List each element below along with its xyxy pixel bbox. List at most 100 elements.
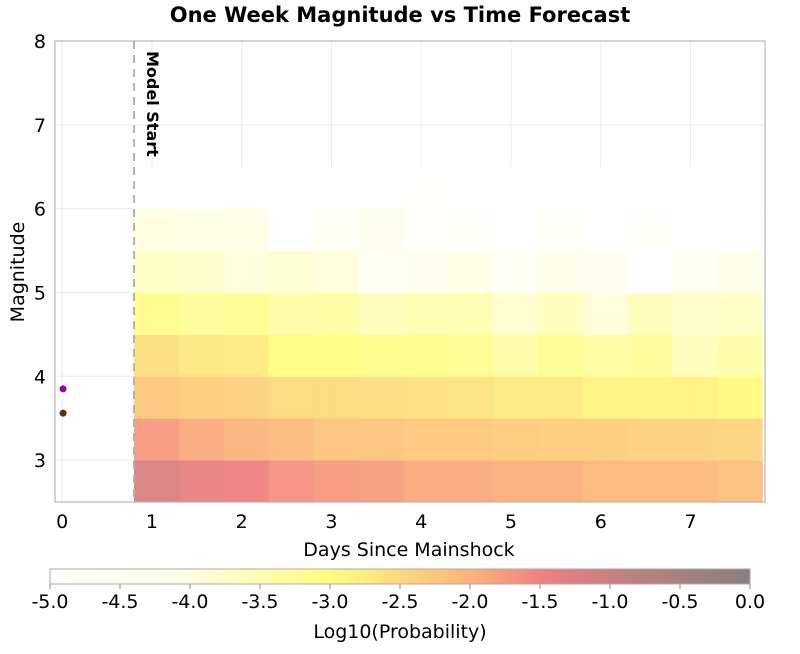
heatmap-cell (358, 208, 404, 252)
heatmap-cell (537, 250, 584, 293)
heatmap-cell (493, 418, 539, 461)
heatmap-cell (178, 334, 225, 377)
heatmap-cell (537, 334, 584, 377)
heatmap-cell (178, 460, 225, 503)
heatmap-cell (717, 418, 763, 461)
x-tick-label: 4 (415, 511, 427, 533)
y-tick-label: 8 (34, 31, 46, 53)
colorbar-tick-label: -1.5 (521, 591, 558, 613)
heatmap-cell (537, 460, 584, 503)
colorbar-tick-label: -3.0 (311, 591, 348, 613)
heatmap-cell (582, 376, 629, 419)
heatmap-cell (268, 166, 315, 210)
heatmap-cell (178, 250, 225, 293)
heatmap-cell (268, 208, 315, 252)
heatmap-cell (717, 376, 763, 419)
heatmap-cells (133, 166, 763, 503)
heatmap-cell (627, 166, 674, 210)
heatmap-cell (493, 166, 539, 210)
y-tick-label: 3 (34, 450, 46, 472)
heatmap-cell (448, 208, 494, 252)
heatmap-cell (627, 376, 674, 419)
heatmap-cell (627, 334, 674, 377)
heatmap-cell (313, 376, 359, 419)
heatmap-cell (493, 250, 539, 293)
heatmap-cell (403, 334, 449, 377)
heatmap-cell (313, 166, 359, 210)
heatmap-cell (358, 418, 404, 461)
heatmap-cell (448, 292, 494, 335)
heatmap-cell (268, 460, 315, 503)
heatmap-cell (358, 376, 404, 419)
heatmap-cell (133, 376, 180, 419)
heatmap-cell (313, 460, 359, 503)
model-start-label: Model Start (143, 51, 162, 157)
heatmap-cell (178, 208, 225, 252)
heatmap-cell (717, 334, 763, 377)
heatmap-cell (313, 250, 359, 293)
colorbar (49, 568, 751, 585)
plot-frame (54, 40, 766, 503)
heatmap-cell (313, 292, 359, 335)
heatmap-cell (582, 334, 629, 377)
heatmap-cell (223, 418, 270, 461)
heatmap-cell (672, 292, 718, 335)
heatmap-cell (358, 460, 404, 503)
heatmap-cell (627, 292, 674, 335)
x-tick-label: 5 (505, 511, 517, 533)
heatmap-cell (717, 166, 763, 210)
heatmap-cell (358, 250, 404, 293)
heatmap-cell (223, 334, 270, 377)
colorbar-ticks: -5.0 -4.5 -4.0 -3.5 -3.0 -2.5 -2.0 -1.5 -1.0 -0.5… (31, 584, 765, 613)
heatmap-cell (717, 460, 763, 503)
x-tick-label: 7 (684, 511, 696, 533)
chart-title: One Week Magnitude vs Time Forecast (170, 3, 631, 27)
colorbar-tick-label: -2.5 (381, 591, 418, 613)
heatmap-cell (537, 166, 584, 210)
heatmap-cell (448, 166, 494, 210)
x-tick-label: 1 (146, 511, 158, 533)
heatmap-cell (493, 460, 539, 503)
colorbar-tick-label: -4.5 (101, 591, 138, 613)
heatmap-cell (403, 292, 449, 335)
heatmap-cell (672, 376, 718, 419)
heatmap-cell (448, 334, 494, 377)
data-point (59, 409, 67, 417)
heatmap-cell (672, 418, 718, 461)
heatmap-cell (178, 376, 225, 419)
heatmap-cell (313, 418, 359, 461)
heatmap-cell (672, 208, 718, 252)
heatmap-cell (717, 208, 763, 252)
heatmap-cell (133, 460, 180, 503)
heatmap-cell (537, 208, 584, 252)
x-tick-label: 3 (325, 511, 337, 533)
heatmap-cell (178, 292, 225, 335)
heatmap-cell (133, 418, 180, 461)
heatmap-cell (672, 334, 718, 377)
heatmap-cell (223, 460, 270, 503)
heatmap-cell (133, 208, 180, 252)
heatmap-cell (672, 460, 718, 503)
heatmap-cell (537, 292, 584, 335)
colorbar-tick-label: -5.0 (31, 591, 68, 613)
heatmap-cell (672, 250, 718, 293)
heatmap-cell (268, 292, 315, 335)
colorbar-tick-label: 0.0 (735, 591, 765, 613)
observed-points (59, 385, 67, 417)
heatmap-cell (582, 418, 629, 461)
colorbar-tick-label: -3.5 (241, 591, 278, 613)
heatmap-cell (403, 166, 449, 210)
heatmap-cell (627, 460, 674, 503)
heatmap-cell (268, 376, 315, 419)
data-point (59, 385, 67, 393)
y-axis-label: Magnitude (7, 222, 29, 323)
heatmap-cell (358, 166, 404, 210)
heatmap-cell (133, 334, 180, 377)
heatmap-cell (403, 208, 449, 252)
heatmap-cell (493, 334, 539, 377)
heatmap-cell (133, 250, 180, 293)
y-tick-label: 5 (34, 282, 46, 304)
heatmap-cell (627, 208, 674, 252)
heatmap-cell (448, 250, 494, 293)
